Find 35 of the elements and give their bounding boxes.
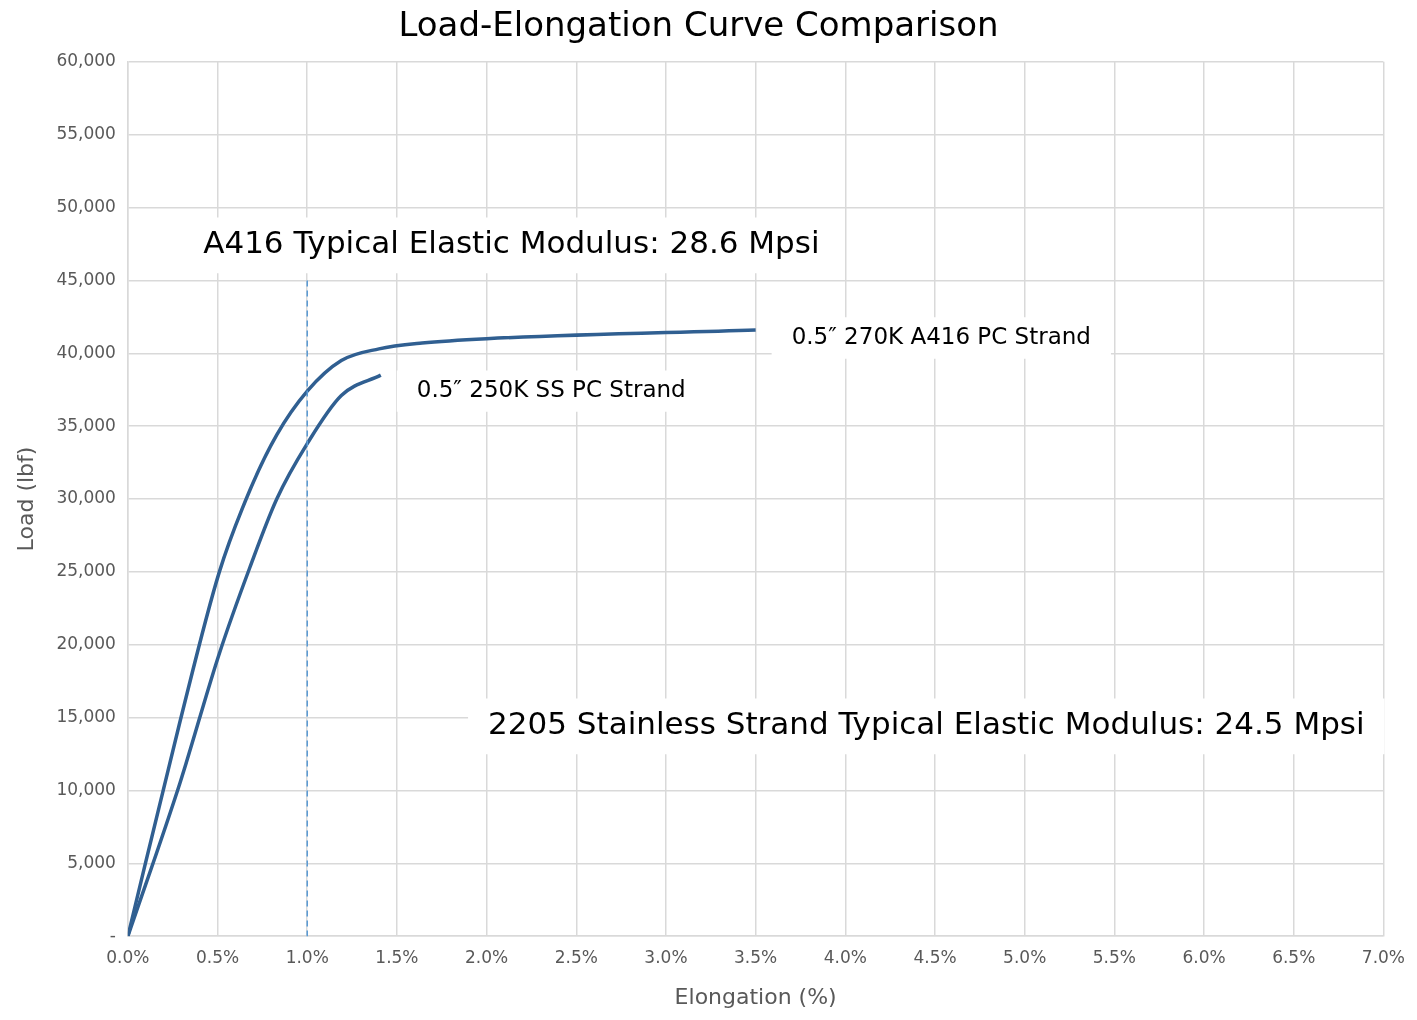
y-tick-label: 10,000 (56, 778, 116, 799)
y-tick-label: - (109, 924, 116, 945)
x-tick-label: 0.5% (195, 946, 240, 967)
y-tick-label: 35,000 (56, 414, 116, 435)
x-axis-title: Elongation (%) (674, 983, 837, 1009)
y-tick-label: 50,000 (56, 195, 116, 216)
x-tick-label: 1.0% (285, 946, 329, 967)
series-label: 0.5″ 270K A416 PC Strand (791, 322, 1091, 349)
y-tick-label: 55,000 (56, 123, 116, 144)
x-tick-label: 7.0% (1361, 946, 1406, 967)
y-tick-label: 25,000 (56, 560, 116, 581)
x-tick-label: 4.5% (913, 946, 957, 967)
y-tick-label: 60,000 (56, 50, 116, 71)
x-tick-label: 6.5% (1272, 946, 1316, 967)
annotation: 2205 Stainless Strand Typical Elastic Modulus: 24.5 Mpsi (488, 705, 1365, 742)
x-tick-label: 4.0% (823, 946, 867, 967)
y-tick-label: 20,000 (56, 633, 116, 654)
x-tick-label: 3.0% (644, 946, 688, 967)
y-tick-label: 15,000 (56, 706, 116, 727)
x-tick-label: 5.5% (1092, 946, 1136, 967)
y-tick-label: 5,000 (67, 851, 116, 872)
x-tick-label: 2.5% (554, 946, 598, 967)
x-tick-label: 0.0% (106, 946, 150, 967)
x-tick-label: 6.0% (1182, 946, 1226, 967)
y-axis-title: Load (lbf) (12, 446, 38, 552)
x-tick-label: 5.0% (1003, 946, 1047, 967)
y-tick-label: 45,000 (56, 268, 116, 289)
x-tick-label: 1.5% (375, 946, 419, 967)
annotation: A416 Typical Elastic Modulus: 28.6 Mpsi (203, 224, 820, 261)
x-tick-label: 3.5% (734, 946, 778, 967)
y-tick-label: 30,000 (56, 487, 116, 508)
chart-title: Load-Elongation Curve Comparison (398, 4, 999, 45)
y-tick-label: 40,000 (56, 341, 116, 362)
x-tick-label: 2.0% (465, 946, 509, 967)
series-label: 0.5″ 250K SS PC Strand (416, 376, 686, 403)
